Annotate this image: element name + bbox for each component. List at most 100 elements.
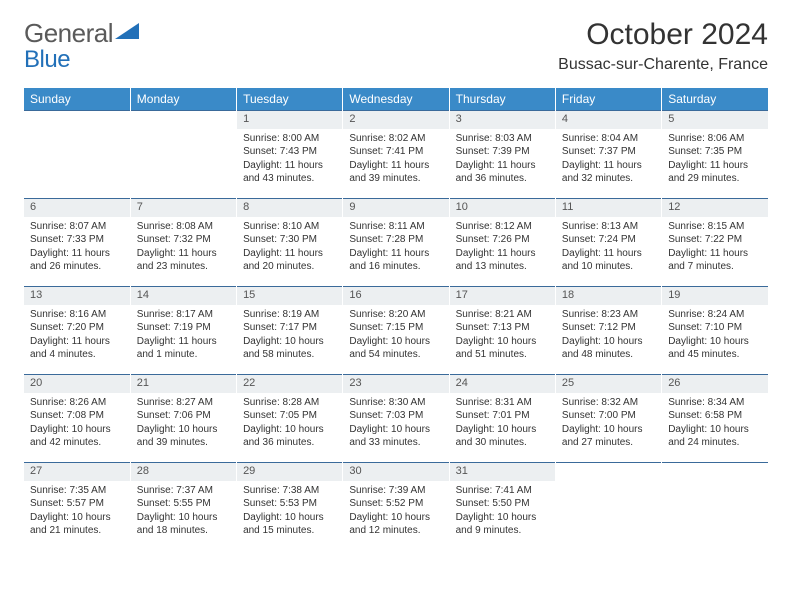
weekday-header-row: Sunday Monday Tuesday Wednesday Thursday… <box>24 88 768 111</box>
sunset-text: Sunset: 6:58 PM <box>668 409 762 423</box>
day-content-cell: Sunrise: 8:20 AMSunset: 7:15 PMDaylight:… <box>343 305 449 375</box>
day-content-cell: Sunrise: 8:06 AMSunset: 7:35 PMDaylight:… <box>662 129 768 199</box>
day-number-cell: 4 <box>555 111 661 129</box>
day-number-cell <box>662 463 768 481</box>
sunset-text: Sunset: 7:43 PM <box>243 145 336 159</box>
day-content-cell: Sunrise: 8:21 AMSunset: 7:13 PMDaylight:… <box>449 305 555 375</box>
day-number-cell: 30 <box>343 463 449 481</box>
sunrise-text: Sunrise: 8:00 AM <box>243 132 336 146</box>
sunset-text: Sunset: 7:37 PM <box>562 145 655 159</box>
daylight-text: Daylight: 11 hours and 39 minutes. <box>349 159 442 186</box>
sunset-text: Sunset: 7:17 PM <box>243 321 336 335</box>
day-number-cell: 19 <box>662 287 768 305</box>
sunset-text: Sunset: 7:01 PM <box>456 409 549 423</box>
weekday-header: Tuesday <box>237 88 343 111</box>
sunrise-text: Sunrise: 8:30 AM <box>349 396 442 410</box>
day-content-cell: Sunrise: 8:02 AMSunset: 7:41 PMDaylight:… <box>343 129 449 199</box>
day-number-cell: 9 <box>343 199 449 217</box>
sunset-text: Sunset: 7:10 PM <box>668 321 762 335</box>
sunset-text: Sunset: 5:50 PM <box>456 497 549 511</box>
sunrise-text: Sunrise: 8:21 AM <box>456 308 549 322</box>
sunrise-text: Sunrise: 8:08 AM <box>137 220 230 234</box>
day-number-cell: 15 <box>237 287 343 305</box>
logo-blue-text-wrap: Blue <box>24 46 70 74</box>
day-content-cell: Sunrise: 8:26 AMSunset: 7:08 PMDaylight:… <box>24 393 130 463</box>
month-title: October 2024 <box>558 18 768 52</box>
sunset-text: Sunset: 7:06 PM <box>137 409 230 423</box>
daylight-text: Daylight: 11 hours and 23 minutes. <box>137 247 230 274</box>
day-content-cell: Sunrise: 7:41 AMSunset: 5:50 PMDaylight:… <box>449 481 555 551</box>
sunrise-text: Sunrise: 8:03 AM <box>456 132 549 146</box>
location-subtitle: Bussac-sur-Charente, France <box>558 56 768 74</box>
daylight-text: Daylight: 10 hours and 27 minutes. <box>562 423 655 450</box>
sunrise-text: Sunrise: 8:20 AM <box>349 308 442 322</box>
daylight-text: Daylight: 11 hours and 36 minutes. <box>456 159 549 186</box>
sunset-text: Sunset: 7:28 PM <box>349 233 442 247</box>
sunrise-text: Sunrise: 8:28 AM <box>243 396 336 410</box>
sunset-text: Sunset: 7:24 PM <box>562 233 655 247</box>
day-content-cell: Sunrise: 8:24 AMSunset: 7:10 PMDaylight:… <box>662 305 768 375</box>
daylight-text: Daylight: 11 hours and 29 minutes. <box>668 159 762 186</box>
day-number-cell: 5 <box>662 111 768 129</box>
daylight-text: Daylight: 10 hours and 48 minutes. <box>562 335 655 362</box>
day-number-cell: 21 <box>130 375 236 393</box>
weekday-header: Thursday <box>449 88 555 111</box>
sunrise-text: Sunrise: 8:07 AM <box>30 220 124 234</box>
sunset-text: Sunset: 7:39 PM <box>456 145 549 159</box>
sunrise-text: Sunrise: 8:17 AM <box>137 308 230 322</box>
day-number-cell: 3 <box>449 111 555 129</box>
daylight-text: Daylight: 10 hours and 33 minutes. <box>349 423 442 450</box>
day-content-cell: Sunrise: 8:28 AMSunset: 7:05 PMDaylight:… <box>237 393 343 463</box>
sunset-text: Sunset: 7:33 PM <box>30 233 124 247</box>
weekday-header: Saturday <box>662 88 768 111</box>
sunset-text: Sunset: 7:32 PM <box>137 233 230 247</box>
sunrise-text: Sunrise: 8:15 AM <box>668 220 762 234</box>
page-header: General October 2024 Bussac-sur-Charente… <box>24 18 768 74</box>
day-number-cell: 31 <box>449 463 555 481</box>
sunrise-text: Sunrise: 8:11 AM <box>349 220 442 234</box>
day-content-cell: Sunrise: 8:07 AMSunset: 7:33 PMDaylight:… <box>24 217 130 287</box>
day-content-cell: Sunrise: 8:04 AMSunset: 7:37 PMDaylight:… <box>555 129 661 199</box>
day-number-cell: 1 <box>237 111 343 129</box>
sunrise-text: Sunrise: 8:31 AM <box>456 396 549 410</box>
sunrise-text: Sunrise: 8:24 AM <box>668 308 762 322</box>
day-number-cell <box>24 111 130 129</box>
day-content-cell: Sunrise: 7:35 AMSunset: 5:57 PMDaylight:… <box>24 481 130 551</box>
day-number-cell <box>555 463 661 481</box>
daylight-text: Daylight: 10 hours and 15 minutes. <box>243 511 336 538</box>
sunrise-text: Sunrise: 8:06 AM <box>668 132 762 146</box>
sunrise-text: Sunrise: 7:39 AM <box>349 484 442 498</box>
logo-triangle-icon <box>115 21 141 46</box>
day-content-cell: Sunrise: 8:34 AMSunset: 6:58 PMDaylight:… <box>662 393 768 463</box>
logo: General <box>24 18 143 49</box>
day-content-cell: Sunrise: 8:15 AMSunset: 7:22 PMDaylight:… <box>662 217 768 287</box>
day-content-cell: Sunrise: 8:13 AMSunset: 7:24 PMDaylight:… <box>555 217 661 287</box>
daylight-text: Daylight: 10 hours and 51 minutes. <box>456 335 549 362</box>
sunrise-text: Sunrise: 8:02 AM <box>349 132 442 146</box>
day-number-cell: 16 <box>343 287 449 305</box>
sunrise-text: Sunrise: 8:34 AM <box>668 396 762 410</box>
sunrise-text: Sunrise: 8:19 AM <box>243 308 336 322</box>
day-number-cell: 10 <box>449 199 555 217</box>
weekday-header: Sunday <box>24 88 130 111</box>
sunset-text: Sunset: 7:20 PM <box>30 321 124 335</box>
day-content-cell: Sunrise: 8:19 AMSunset: 7:17 PMDaylight:… <box>237 305 343 375</box>
daylight-text: Daylight: 11 hours and 16 minutes. <box>349 247 442 274</box>
day-number-cell: 23 <box>343 375 449 393</box>
sunrise-text: Sunrise: 8:12 AM <box>456 220 549 234</box>
day-content-row: Sunrise: 8:16 AMSunset: 7:20 PMDaylight:… <box>24 305 768 375</box>
day-content-cell <box>662 481 768 551</box>
daylight-text: Daylight: 10 hours and 9 minutes. <box>456 511 549 538</box>
daylight-text: Daylight: 11 hours and 20 minutes. <box>243 247 336 274</box>
sunset-text: Sunset: 5:52 PM <box>349 497 442 511</box>
daylight-text: Daylight: 11 hours and 1 minute. <box>137 335 230 362</box>
day-number-cell: 24 <box>449 375 555 393</box>
daylight-text: Daylight: 11 hours and 10 minutes. <box>562 247 655 274</box>
day-content-cell: Sunrise: 8:30 AMSunset: 7:03 PMDaylight:… <box>343 393 449 463</box>
sunrise-text: Sunrise: 8:32 AM <box>562 396 655 410</box>
day-content-cell: Sunrise: 8:11 AMSunset: 7:28 PMDaylight:… <box>343 217 449 287</box>
sunset-text: Sunset: 7:19 PM <box>137 321 230 335</box>
day-content-row: Sunrise: 8:26 AMSunset: 7:08 PMDaylight:… <box>24 393 768 463</box>
day-number-cell: 13 <box>24 287 130 305</box>
day-content-cell: Sunrise: 8:10 AMSunset: 7:30 PMDaylight:… <box>237 217 343 287</box>
